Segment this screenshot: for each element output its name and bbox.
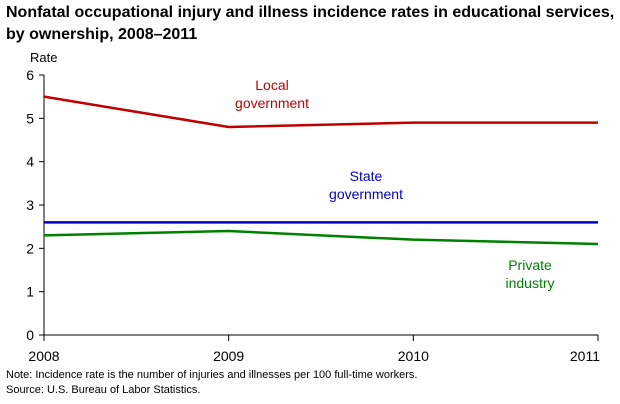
chart-title-line-1: Nonfatal occupational injury and illness… [6,4,615,21]
y-tick-label-0: 0 [26,327,34,343]
chart-title-line-2: by ownership, 2008–2011 [6,26,198,43]
y-tick-label-5: 5 [26,110,34,126]
series-label-state-government-line-2: government [329,186,403,202]
series-label-local-government-line-2: government [235,95,309,111]
series-label-private-industry-line-2: industry [505,275,554,291]
source-text: Source: U.S. Bureau of Labor Statistics. [6,384,201,396]
series-label-local-government-line-1: Local [255,77,288,93]
x-tick-label-2008: 2008 [28,348,59,364]
series-line-private-industry [43,229,599,246]
y-tick-label-1: 1 [26,284,34,300]
y-tick-label-4: 4 [26,154,34,170]
y-tick-label-2: 2 [26,240,34,256]
series-label-state-government-line-1: State [350,168,383,184]
x-tick-label-2011: 2011 [570,348,600,364]
chart-title: Nonfatal occupational injury and illness… [6,2,616,46]
x-tick-label-2009: 2009 [213,348,244,364]
series-line-local-government [43,95,598,129]
chart-notes: Note: Incidence rate is the number of in… [6,368,417,398]
y-tick-label-3: 3 [26,197,34,213]
y-tick-label-6: 6 [26,67,34,83]
x-tick-label-2010: 2010 [398,348,429,364]
y-axis-label: Rate [30,50,57,65]
series-label-private-industry-line-1: Private [508,257,552,273]
note-text: Note: Incidence rate is the number of in… [6,369,418,381]
